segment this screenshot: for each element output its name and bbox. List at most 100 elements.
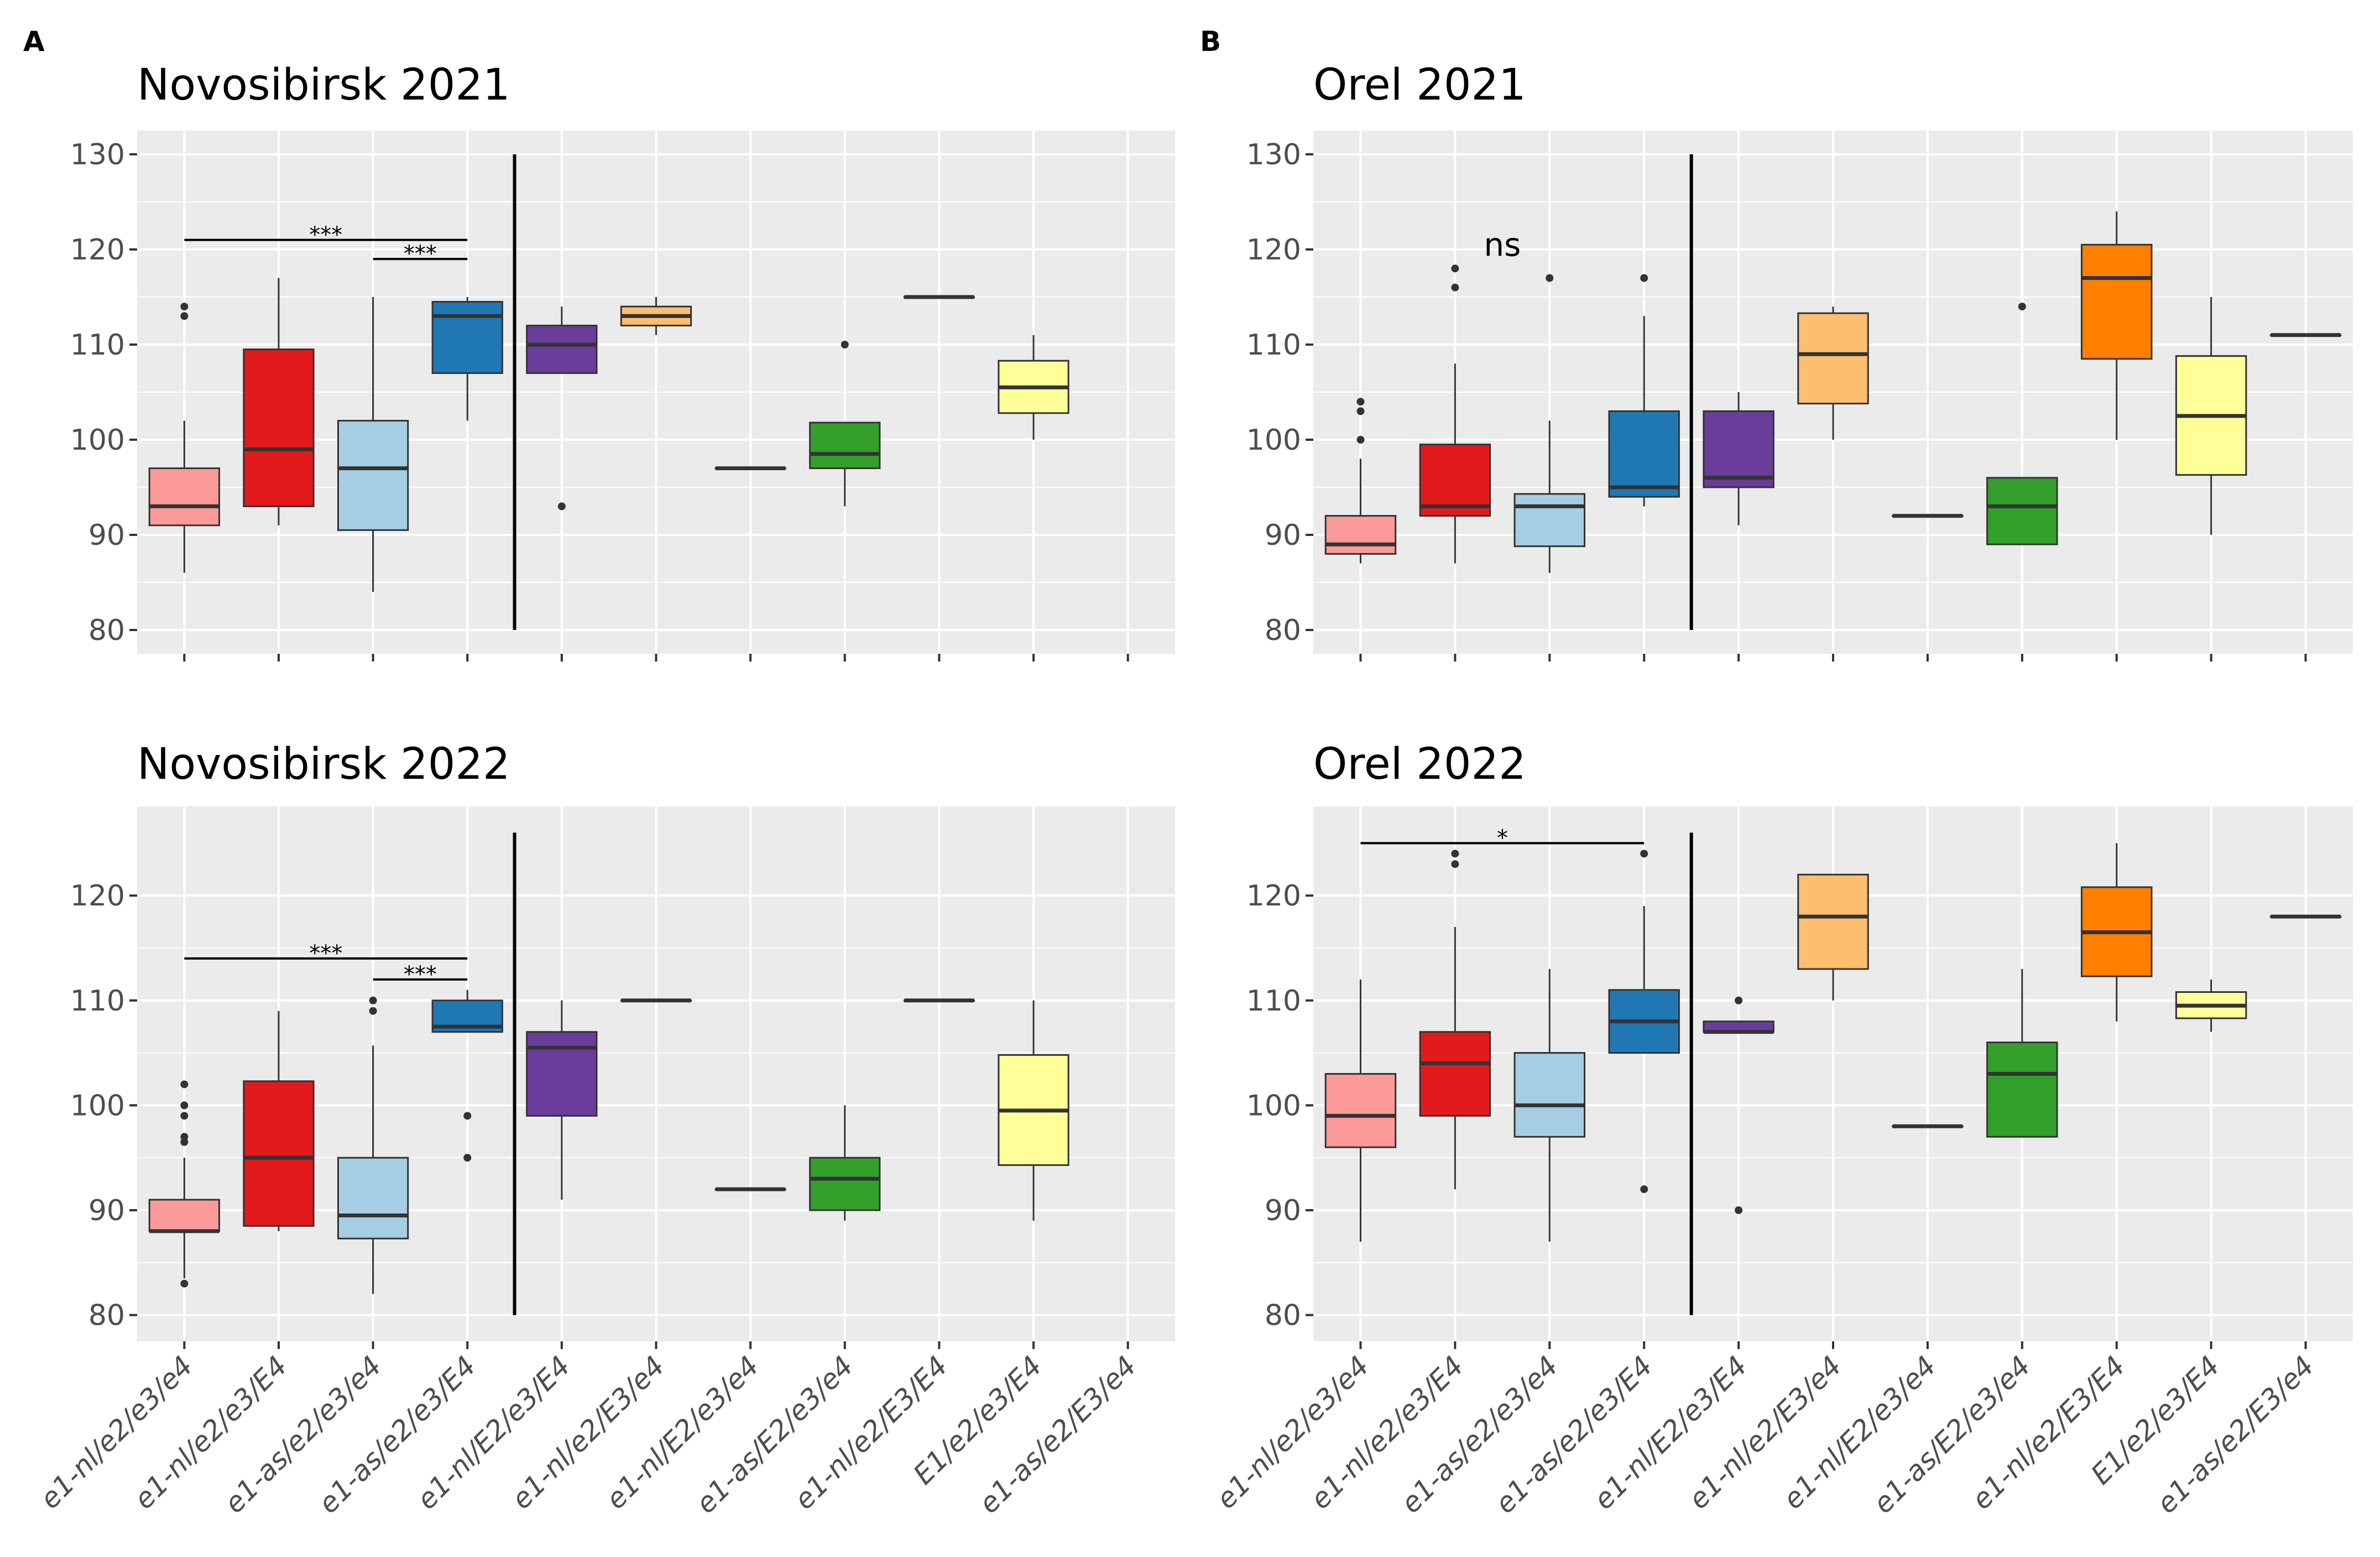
box-body xyxy=(337,420,409,531)
y-tick-label: 100 xyxy=(1246,1089,1301,1122)
y-tick-label: 120 xyxy=(1246,233,1301,267)
box-e1-nl/e2/e3/e4 xyxy=(1324,979,1397,1242)
outlier-point xyxy=(1356,398,1365,406)
outlier-point xyxy=(1356,436,1365,444)
box-e1-as/e2/e3/e4 xyxy=(337,996,409,1294)
y-tick-label: 100 xyxy=(1246,424,1301,457)
outlier-point xyxy=(180,312,189,320)
outlier-point xyxy=(1735,996,1743,1004)
box-e1-as/E2/e3/e4 xyxy=(1986,303,2058,545)
outlier-point xyxy=(369,1007,377,1015)
y-tick-label: 120 xyxy=(70,233,125,267)
x-tick-label: e1-as/E2/e3/e4 xyxy=(690,1350,859,1519)
box-body xyxy=(526,325,598,374)
outlier-point xyxy=(1356,407,1365,415)
outlier-point xyxy=(2018,303,2026,311)
box-E1/e2/e3/E4 xyxy=(998,335,1069,440)
outlier-point xyxy=(1451,283,1459,291)
outlier-point xyxy=(1640,274,1648,282)
box-e1-nl/E2/e3/e4 xyxy=(1892,1124,1964,1128)
outlier-point xyxy=(1640,850,1648,858)
box-e1-as/e2/e3/E4 xyxy=(431,297,503,421)
outlier-point xyxy=(180,1101,189,1110)
box-body xyxy=(1419,444,1491,517)
box-E1/e2/e3/E4 xyxy=(2175,979,2247,1032)
outlier-point xyxy=(180,1112,189,1120)
outlier-point xyxy=(180,1279,189,1288)
box-e1-nl/E2/e3/E4 xyxy=(1703,996,1774,1214)
box-e1-nl/e2/E3/E4 xyxy=(2080,843,2153,1022)
panel-letter: A xyxy=(23,25,45,58)
box-body xyxy=(1419,1031,1491,1117)
box-e1-nl/e2/e3/e4 xyxy=(1324,398,1397,564)
box-e1-nl/e2/e3/e4 xyxy=(148,303,220,573)
x-tick-label: e1-as/e2/E3/e4 xyxy=(2151,1350,2320,1519)
box-body xyxy=(1797,312,1869,405)
panel-title: Orel 2022 xyxy=(1313,740,1526,789)
box-e1-nl/E2/e3/e4 xyxy=(714,466,786,471)
box-e1-nl/E2/e3/e4 xyxy=(714,1187,786,1191)
box-body xyxy=(1703,410,1774,488)
outlier-point xyxy=(1451,860,1459,868)
box-body xyxy=(243,1080,315,1227)
box-body xyxy=(337,1157,409,1240)
box-e1-as/e2/e3/E4 xyxy=(1608,850,1680,1194)
box-e1-nl/e2/e3/E4 xyxy=(1419,850,1491,1190)
box-body xyxy=(809,1157,881,1211)
box-body xyxy=(809,421,881,470)
outlier-point xyxy=(1640,1185,1648,1194)
box-e1-as/e2/E3/e4 xyxy=(2269,333,2342,337)
x-tick-label: e1-as/e2/e3/e4 xyxy=(1395,1350,1564,1519)
box-e1-as/E2/e3/e4 xyxy=(809,341,881,507)
box-e1-nl/e2/e3/e4 xyxy=(148,1080,220,1288)
y-tick-label: 100 xyxy=(70,424,125,457)
outlier-point xyxy=(1546,274,1554,282)
y-tick-label: 130 xyxy=(1246,138,1301,171)
box-body xyxy=(1324,1073,1397,1148)
box-body xyxy=(1797,873,1869,970)
outlier-point xyxy=(180,1133,189,1141)
box-e1-nl/E2/e3/E4 xyxy=(1703,392,1774,525)
y-tick-label: 100 xyxy=(70,1089,125,1122)
x-tick-label: e1-as/e2/e3/e4 xyxy=(218,1350,388,1519)
box-e1-as/e2/e3/E4 xyxy=(431,990,503,1162)
box-e1-as/E2/e3/e4 xyxy=(1986,968,2058,1138)
panel-title: Novosibirsk 2021 xyxy=(137,60,510,110)
panel-3: Novosibirsk 20228090100110120******e1-nl… xyxy=(34,740,1175,1520)
y-tick-label: 110 xyxy=(1246,985,1301,1018)
significance-label: *** xyxy=(404,241,437,267)
box-e1-nl/e2/E3/E4 xyxy=(2080,211,2153,440)
box-e1-as/e2/e3/e4 xyxy=(1513,274,1586,573)
outlier-point xyxy=(463,1154,472,1162)
panel-title: Orel 2021 xyxy=(1313,60,1526,110)
y-tick-label: 120 xyxy=(70,879,125,913)
box-e1-nl/e2/e3/E4 xyxy=(243,1011,315,1231)
box-body xyxy=(1513,493,1586,548)
outlier-point xyxy=(1451,264,1459,273)
box-e1-nl/E2/e3/E4 xyxy=(526,1000,598,1200)
y-tick-label: 80 xyxy=(88,1299,125,1332)
y-tick-label: 90 xyxy=(88,519,125,552)
x-tick-label: e1-as/e2/e3/E4 xyxy=(1489,1350,1658,1519)
y-tick-label: 110 xyxy=(70,329,125,362)
y-tick-label: 80 xyxy=(88,614,125,647)
outlier-point xyxy=(463,1112,472,1120)
box-e1-nl/e2/E3/e4 xyxy=(1797,306,1869,440)
box-body xyxy=(526,1031,598,1117)
box-body xyxy=(148,1199,220,1232)
y-tick-label: 90 xyxy=(1265,519,1301,552)
box-e1-as/e2/e3/e4 xyxy=(1513,968,1586,1242)
significance-label: ns xyxy=(1484,226,1521,263)
panel-1: A Novosibirsk 2021 80 90 100 110 120 130 *** *** xyxy=(23,25,1175,662)
box-body xyxy=(1986,477,2058,545)
box-e1-nl/e2/E3/e4 xyxy=(620,297,692,335)
panel-letter: B xyxy=(1200,25,1221,58)
y-tick-label: 80 xyxy=(1265,1299,1301,1332)
significance-label: *** xyxy=(404,962,437,987)
box-e1-as/e2/e3/e4 xyxy=(337,297,409,592)
panel-4: Orel 20228090100110120*e1-nl/e2/e3/e4e1-… xyxy=(1210,740,2353,1520)
y-tick-label: 80 xyxy=(1265,614,1301,647)
box-e1-nl/E2/e3/E4 xyxy=(526,306,598,511)
outlier-point xyxy=(180,1080,189,1089)
box-body xyxy=(1513,1052,1586,1138)
